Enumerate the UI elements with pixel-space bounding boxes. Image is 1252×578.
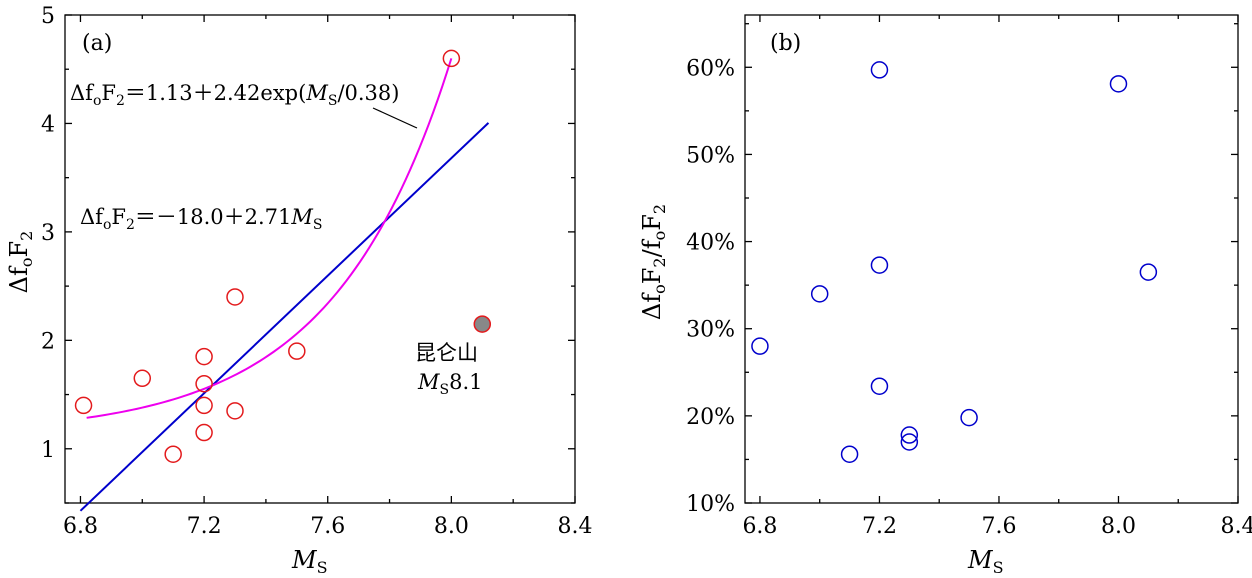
panel-a-data-point (442, 49, 461, 68)
kunlun-magnitude: MS8.1 (417, 370, 483, 398)
panel-b-data-point (960, 408, 978, 427)
panel-b-x-tick-label: 7.2 (862, 514, 897, 539)
panel-b-y-ticks: 10% 20% 30% 40% 50% 60% (686, 23, 1238, 517)
panel-b-x-tick-label: 8.4 (1221, 514, 1252, 539)
panel-b-data-point (810, 285, 829, 303)
panel-a-label: (a) (82, 31, 112, 56)
panel-a-y-tick-label: 2 (41, 329, 55, 354)
panel-a-y-tick-label: 3 (41, 221, 55, 246)
panel-b-y-tick-label: 40% (686, 231, 735, 256)
panel-b-y-tick-label: 20% (686, 405, 735, 430)
panel-a: 6.8 7.2 7.6 8.0 8.4 1 2 3 4 5 (a) MS ΔfoF2 ΔfoF2… (5, 4, 593, 577)
panel-b-x-ticks: 6.8 7.2 7.6 8.0 8.4 (742, 15, 1252, 539)
panel-a-data-point (288, 342, 306, 360)
panel-a-data-point (195, 347, 213, 366)
panel-b-x-axis-title: MS (967, 546, 1004, 577)
panel-b-points (751, 61, 1158, 463)
panel-b-y-tick-label: 10% (686, 492, 735, 517)
panel-a-data-point (133, 369, 152, 388)
panel-b-data-point (900, 433, 919, 451)
linear-fit-equation: ΔfoF2＝－18.0＋2.71MS (80, 205, 323, 233)
panel-a-frame (64, 14, 576, 504)
panel-b-y-tick-label: 50% (686, 143, 735, 168)
panel-b-y-axis-title: ΔfoF2/foF2 (638, 204, 669, 320)
panel-a-x-tick-label: 8.0 (434, 514, 469, 539)
panel-a-data-point (195, 423, 213, 442)
linear-fit-line (79, 122, 490, 512)
panel-b-data-point (870, 61, 889, 79)
exponential-fit-curve (86, 58, 453, 419)
panel-b-data-point (870, 256, 889, 274)
panel-b-x-tick-label: 7.6 (981, 514, 1016, 539)
panel-a-data-point (164, 445, 182, 463)
panel-a-x-ticks: 6.8 7.2 7.6 8.0 8.4 (63, 15, 593, 539)
panel-b-data-point (840, 445, 859, 463)
panel-a-x-tick-label: 8.4 (558, 514, 593, 539)
panel-a-data-point (195, 396, 213, 415)
panel-a-y-tick-label: 1 (41, 438, 55, 463)
panel-a-x-tick-label: 7.2 (187, 514, 222, 539)
panel-a-data-point (226, 402, 244, 420)
panel-a-x-tick-label: 7.6 (310, 514, 345, 539)
panel-b-y-tick-label: 30% (686, 318, 735, 343)
panel-b-x-tick-label: 6.8 (742, 514, 777, 539)
fit-label-leader-line (372, 107, 418, 129)
kunlun-data-point (473, 315, 492, 333)
panel-b-data-point (900, 426, 919, 444)
panel-a-x-axis-title: MS (291, 546, 328, 577)
panel-b-frame (744, 14, 1239, 504)
panel-a-x-tick-label: 6.8 (63, 514, 98, 539)
panel-b-x-tick-label: 8.0 (1101, 514, 1136, 539)
panel-a-data-point (226, 288, 244, 306)
kunlun-label: 昆仑山 (415, 341, 478, 365)
panel-b-y-tick-label: 60% (686, 56, 735, 81)
panel-b-data-point (1139, 263, 1158, 281)
panel-a-points (74, 49, 492, 463)
panel-b-data-point (751, 337, 769, 355)
panel-a-data-point (74, 396, 93, 415)
exp-fit-equation: ΔfoF2＝1.13＋2.42exp(MS/0.38) (70, 81, 399, 109)
panel-b-data-point (870, 377, 889, 395)
panel-b: 6.8 7.2 7.6 8.0 8.4 10% 20% 30% 40% 50% 60% (b) M… (638, 14, 1252, 577)
panel-b-data-point (1109, 75, 1128, 93)
panel-a-y-ticks: 1 2 3 4 5 (41, 4, 575, 504)
panel-a-y-tick-label: 4 (41, 112, 55, 137)
panel-a-y-axis-title: ΔfoF2 (5, 231, 36, 294)
panel-a-y-tick-label: 5 (41, 4, 55, 29)
panel-b-label: (b) (770, 31, 801, 56)
panel-a-data-point (195, 374, 213, 393)
